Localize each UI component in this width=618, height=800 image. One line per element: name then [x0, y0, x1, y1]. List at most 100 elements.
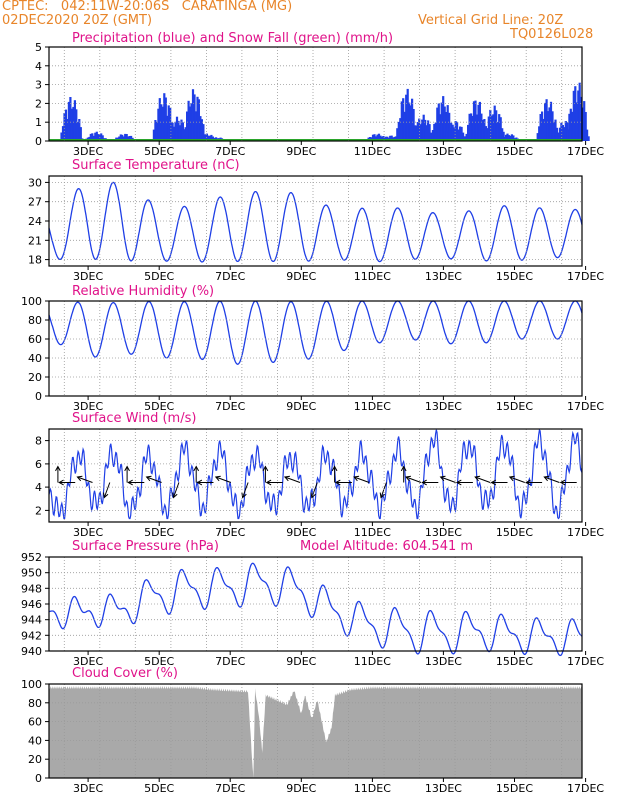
precip-bar: [199, 135, 203, 141]
temp-series-line: [48, 181, 583, 263]
panel-title: Precipitation (blue) and Snow Fall (gree…: [72, 31, 393, 46]
wind-vector: [241, 482, 249, 499]
x-tick-label: 3DEC: [73, 400, 103, 413]
precip-bar: [412, 109, 415, 141]
y-tick-label: 60: [28, 716, 42, 729]
precip-bar: [168, 134, 171, 141]
wind-vector-head: [127, 479, 133, 486]
precip-bar: [157, 108, 160, 141]
precip-bar: [462, 132, 465, 141]
y-tick-label: 952: [21, 551, 42, 564]
x-tick-label: 9DEC: [286, 655, 316, 668]
precip-bar: [584, 112, 587, 141]
wind-vector-shaft: [509, 476, 525, 483]
precip-bar: [154, 120, 157, 141]
precip-bar: [63, 113, 66, 141]
precip-bar: [121, 134, 124, 141]
x-tick-label: 17DEC: [567, 782, 604, 795]
wind-vector-head: [283, 475, 290, 482]
panel-title: Surface Temperature (nC): [72, 158, 240, 173]
precip-bar: [581, 107, 584, 141]
y-tick-label: 60: [28, 333, 42, 346]
precip-bar: [188, 106, 192, 141]
precip-bar: [501, 128, 504, 141]
precip-bar: [463, 136, 466, 141]
y-tick-label: 1: [35, 116, 42, 129]
x-tick-label: 3DEC: [73, 655, 103, 668]
precip-bar: [434, 122, 437, 141]
precip-bar: [442, 96, 445, 141]
y-tick-label: 940: [21, 645, 42, 658]
precip-bar: [541, 111, 544, 141]
wind-vector-head: [490, 479, 497, 486]
precip-bar: [431, 130, 434, 141]
wind-vector: [543, 475, 560, 483]
x-tick-label: 7DEC: [215, 526, 245, 539]
wind-vector: [265, 479, 283, 486]
precip-bar: [60, 132, 63, 141]
precip-bar: [475, 114, 479, 141]
precip-bar: [470, 113, 473, 141]
panel-frame: [48, 300, 583, 397]
precip-bar: [447, 132, 450, 141]
precip-bar: [95, 131, 98, 141]
y-tick-label: 948: [21, 582, 42, 595]
precip-bar: [446, 105, 449, 141]
precip-bar: [415, 131, 418, 141]
precip-bar: [568, 113, 571, 141]
x-tick-label: 11DEC: [354, 145, 391, 158]
wind-vector: [103, 482, 111, 499]
y-tick-label: 40: [28, 734, 42, 747]
precip-bar: [566, 129, 569, 141]
precip-bar: [405, 94, 408, 141]
precip-bar: [399, 118, 402, 141]
wind-vector: [439, 475, 456, 483]
wind-vector: [455, 479, 473, 486]
precip-bar: [478, 101, 481, 141]
precip-bar: [178, 125, 182, 141]
precip-bar: [492, 114, 495, 141]
y-tick-label: 2: [35, 504, 42, 517]
y-tick-label: 4: [35, 481, 42, 494]
wind-vector: [405, 475, 422, 483]
precip-bar: [437, 103, 440, 141]
wind-vector-shaft: [405, 476, 422, 483]
precip-bar: [397, 121, 400, 141]
precip-bar: [377, 133, 381, 141]
precip-bar: [180, 119, 183, 141]
wind-vector-shaft: [353, 476, 370, 483]
precip-bar: [440, 102, 443, 141]
wind-vector: [490, 479, 508, 486]
precip-bar: [500, 136, 503, 141]
x-tick-label: 7DEC: [215, 270, 245, 283]
precip-bar: [448, 112, 451, 141]
precip-bar: [118, 136, 121, 141]
precip-bar: [100, 133, 103, 141]
wind-vector: [262, 465, 269, 483]
precip-bar: [194, 111, 198, 141]
wind-vector: [474, 475, 491, 483]
x-tick-label: 9DEC: [286, 270, 316, 283]
precip-bar: [443, 106, 446, 141]
precip-bar: [504, 134, 508, 141]
x-tick-label: 5DEC: [144, 270, 174, 283]
wind-vector-shaft: [146, 476, 162, 483]
precip-bar: [89, 133, 92, 141]
header-model-id: TQ0126L028: [510, 27, 594, 42]
precip-bar: [467, 124, 470, 141]
panel-title: Surface Wind (m/s): [72, 411, 196, 426]
precip-bar: [448, 127, 451, 141]
precip-bar: [373, 134, 376, 141]
precip-bar: [483, 119, 486, 141]
precip-bar: [92, 135, 95, 141]
precip-bar: [181, 122, 184, 141]
precip-bar: [571, 111, 574, 141]
wind-vector-head: [55, 465, 61, 472]
precip-bar: [554, 136, 557, 141]
wind-vector-head: [405, 475, 411, 482]
x-tick-label: 13DEC: [425, 145, 462, 158]
y-tick-label: 2: [35, 97, 42, 110]
y-tick-label: 6: [35, 458, 42, 471]
wind-vector-head: [265, 479, 272, 486]
